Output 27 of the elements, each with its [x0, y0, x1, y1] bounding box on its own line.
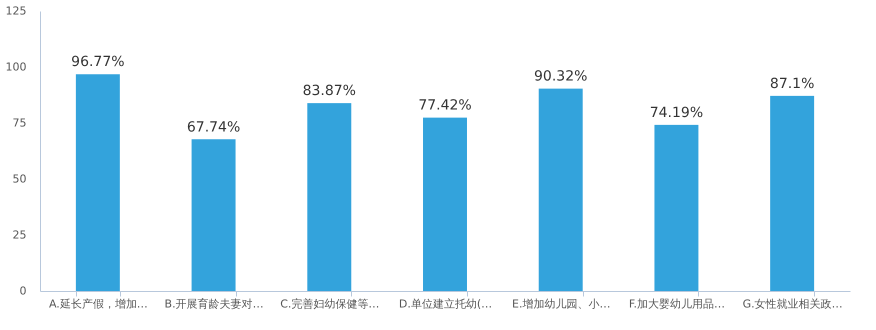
x-tick-label: F.加大婴幼儿用品… — [628, 298, 725, 310]
x-tick-label: A.延长产假，增加… — [48, 298, 148, 310]
data-label: 77.42% — [418, 98, 472, 114]
y-tick-label: 100 — [6, 60, 26, 74]
bar — [192, 139, 236, 291]
x-tick-label: G.女性就业相关政… — [742, 298, 843, 310]
x-tick-label: E.增加幼儿园、小… — [512, 298, 610, 310]
bar — [770, 96, 814, 291]
x-tick-label: C.完善妇幼保健等… — [280, 298, 380, 310]
data-label: 83.87% — [302, 83, 356, 100]
y-tick-label: 0 — [20, 284, 26, 298]
data-label: 96.77% — [71, 54, 125, 70]
x-tick-label: D.单位建立托幼(… — [398, 298, 492, 310]
bar — [307, 103, 352, 291]
data-label: 67.74% — [186, 119, 240, 136]
y-tick-label: 125 — [6, 4, 26, 18]
y-tick-label: 75 — [12, 116, 26, 130]
bar — [76, 74, 120, 291]
y-tick-label: 50 — [12, 172, 26, 186]
data-label: 87.1% — [770, 76, 814, 92]
data-label: 74.19% — [650, 104, 704, 121]
y-tick-label: 25 — [12, 228, 26, 242]
x-tick-label: B.开展育龄夫妻对… — [164, 298, 264, 310]
data-label: 90.32% — [534, 68, 588, 85]
bar — [538, 88, 583, 291]
bar — [423, 118, 467, 291]
bar — [654, 124, 698, 291]
